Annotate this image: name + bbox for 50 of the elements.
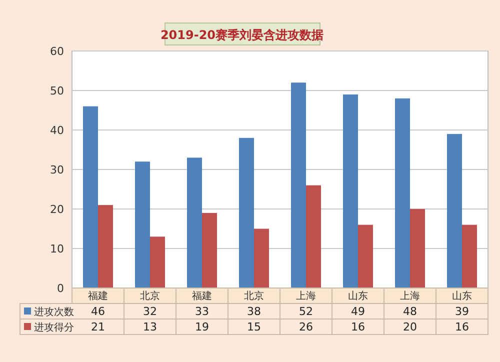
data-label: 39 bbox=[455, 305, 469, 318]
y-tick-label: 10 bbox=[50, 242, 64, 256]
x-tick-label: 北京 bbox=[244, 290, 264, 302]
bar bbox=[291, 82, 306, 288]
data-label: 33 bbox=[195, 305, 209, 318]
chart-title: 2019-20赛季刘晏含进攻数据 bbox=[160, 28, 324, 42]
bar bbox=[202, 212, 217, 288]
data-label: 20 bbox=[403, 320, 417, 334]
data-label: 26 bbox=[299, 320, 313, 334]
x-tick-label: 山东 bbox=[452, 290, 472, 302]
y-tick-label: 0 bbox=[57, 282, 64, 295]
data-label: 16 bbox=[455, 320, 469, 334]
legend-label: 进攻得分 bbox=[34, 322, 74, 334]
data-label: 52 bbox=[299, 305, 313, 318]
y-tick-label: 50 bbox=[50, 84, 64, 98]
x-tick-label: 上海 bbox=[296, 290, 316, 302]
bar bbox=[254, 228, 269, 288]
bar bbox=[395, 98, 410, 288]
data-label: 49 bbox=[351, 305, 365, 318]
x-tick-label: 山东 bbox=[348, 290, 368, 302]
y-tick-label: 60 bbox=[50, 45, 64, 58]
bar bbox=[239, 138, 254, 288]
x-tick-label: 福建 bbox=[88, 290, 108, 302]
data-label: 16 bbox=[351, 320, 365, 334]
x-tick-label: 北京 bbox=[140, 290, 160, 302]
x-tick-label: 上海 bbox=[400, 290, 420, 302]
bar bbox=[447, 134, 462, 288]
bar bbox=[306, 185, 321, 288]
bar bbox=[98, 205, 113, 288]
data-label: 46 bbox=[91, 305, 105, 318]
data-label: 15 bbox=[247, 320, 261, 334]
data-label: 48 bbox=[403, 305, 417, 318]
bar bbox=[83, 106, 98, 288]
data-label: 38 bbox=[247, 305, 261, 318]
x-tick-label: 福建 bbox=[192, 290, 212, 302]
bar bbox=[462, 224, 477, 288]
bar bbox=[343, 94, 358, 288]
data-label: 32 bbox=[143, 305, 157, 318]
legend-label: 进攻次数 bbox=[34, 306, 74, 318]
data-label: 21 bbox=[91, 320, 105, 334]
bar bbox=[150, 236, 165, 288]
bar bbox=[187, 158, 202, 288]
y-tick-label: 20 bbox=[50, 203, 64, 216]
data-label: 13 bbox=[143, 320, 157, 334]
bar bbox=[410, 209, 425, 288]
y-tick-label: 30 bbox=[50, 164, 64, 176]
y-tick-label: 40 bbox=[50, 124, 64, 137]
bar bbox=[358, 224, 373, 288]
data-label: 19 bbox=[195, 320, 209, 334]
bar bbox=[135, 162, 150, 288]
